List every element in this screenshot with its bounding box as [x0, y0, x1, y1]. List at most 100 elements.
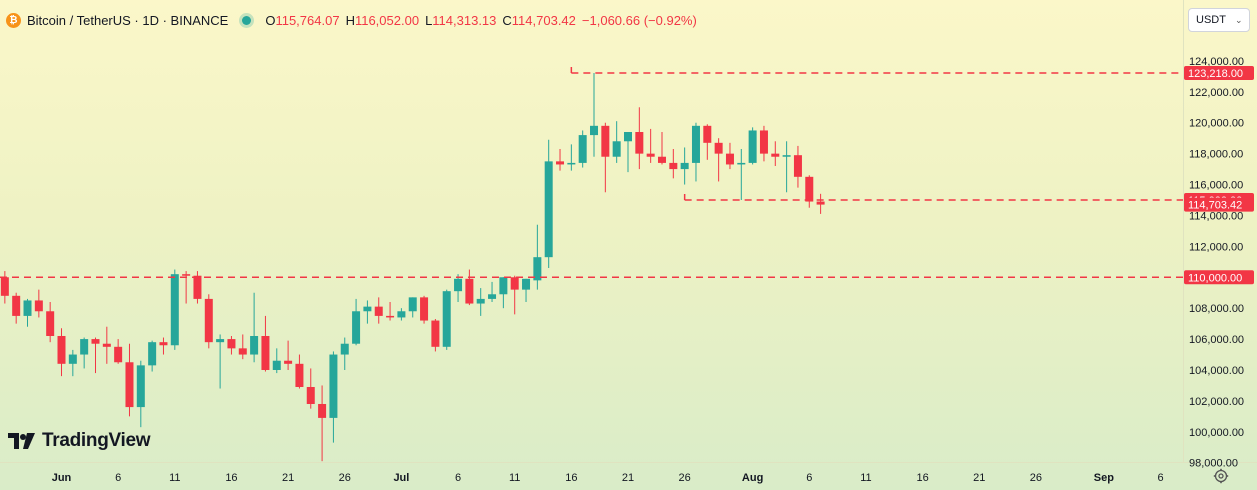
candle-body[interactable]: [465, 278, 474, 304]
candle-body[interactable]: [816, 201, 825, 205]
candle-body[interactable]: [567, 162, 576, 165]
candle-body[interactable]: [544, 161, 553, 258]
candle-body[interactable]: [522, 278, 531, 290]
level-price-label[interactable]: 110,000.00: [1188, 272, 1242, 284]
candle-body[interactable]: [295, 363, 304, 387]
y-tick-label: 108,000.00: [1189, 303, 1244, 315]
candle-body[interactable]: [340, 343, 349, 355]
level-price-label-bg: [1184, 66, 1254, 80]
candle-body[interactable]: [159, 342, 168, 346]
candle-body[interactable]: [590, 125, 599, 136]
candle-body[interactable]: [488, 294, 497, 299]
y-tick-label: 104,000.00: [1189, 365, 1244, 377]
level-price-label[interactable]: 123,218.00: [1188, 68, 1243, 80]
candle-body[interactable]: [759, 130, 768, 154]
candle-body[interactable]: [204, 298, 213, 343]
candle-body[interactable]: [125, 362, 134, 408]
candle-body[interactable]: [12, 295, 21, 316]
candle-body[interactable]: [556, 161, 565, 165]
change-value: −1,060.66 (−0.92%): [581, 12, 697, 28]
candle-body[interactable]: [250, 335, 259, 355]
candle-body[interactable]: [68, 354, 77, 364]
candle-body[interactable]: [114, 346, 123, 363]
candle-body[interactable]: [23, 300, 32, 316]
tradingview-logo-icon: [8, 433, 35, 449]
candle-body[interactable]: [306, 386, 315, 404]
candle-body[interactable]: [216, 339, 225, 343]
x-tick-label: 16: [916, 472, 928, 484]
candle-body[interactable]: [0, 277, 9, 296]
candle-body[interactable]: [737, 162, 746, 165]
candle-body[interactable]: [442, 291, 451, 347]
candle-body[interactable]: [454, 278, 463, 292]
candle-body[interactable]: [771, 153, 780, 157]
candle-body[interactable]: [499, 277, 508, 295]
candle-body[interactable]: [657, 156, 666, 163]
candle-body[interactable]: [782, 155, 791, 157]
candle-body[interactable]: [170, 274, 179, 346]
chevron-down-icon: ⌄: [1234, 14, 1243, 25]
candle-body[interactable]: [148, 342, 157, 366]
x-tick-label: Sep: [1094, 472, 1114, 484]
candle-body[interactable]: [80, 339, 89, 355]
candle-body[interactable]: [476, 298, 485, 304]
candle-body[interactable]: [646, 153, 655, 157]
candle-body[interactable]: [669, 162, 678, 170]
gear-icon[interactable]: [1213, 468, 1229, 484]
x-tick-label: 26: [1030, 472, 1042, 484]
candle-body[interactable]: [420, 297, 429, 321]
candle-body[interactable]: [102, 343, 111, 347]
candle-body[interactable]: [374, 306, 383, 316]
symbol-title[interactable]: Bitcoin / TetherUS · 1D · BINANCE: [27, 12, 229, 28]
candle-body[interactable]: [363, 306, 372, 312]
candle-body[interactable]: [793, 155, 802, 177]
candle-body[interactable]: [34, 300, 43, 312]
candle-body[interactable]: [533, 257, 542, 281]
y-tick-label: 114,000.00: [1189, 210, 1243, 222]
candle-body[interactable]: [624, 132, 632, 142]
market-status-icon[interactable]: [242, 15, 252, 25]
candle-body[interactable]: [397, 311, 406, 318]
candle-body[interactable]: [182, 274, 191, 276]
candle-body[interactable]: [227, 339, 236, 349]
tradingview-logo[interactable]: TradingView: [8, 430, 151, 452]
tradingview-logo-text: TradingView: [42, 430, 151, 451]
candle-body[interactable]: [601, 125, 610, 157]
candle-body[interactable]: [57, 335, 66, 364]
candle-body[interactable]: [703, 125, 712, 143]
candle-body[interactable]: [635, 132, 644, 154]
last-price-label[interactable]: 114,703.42: [1188, 200, 1242, 212]
candle-body[interactable]: [284, 360, 293, 364]
x-tick-label: Jul: [393, 472, 409, 484]
candle-body[interactable]: [193, 275, 202, 299]
open-value: 115,764.07: [275, 12, 340, 28]
candle-body[interactable]: [386, 315, 395, 318]
candle-body[interactable]: [691, 125, 700, 163]
candle-body[interactable]: [46, 311, 55, 336]
candle-body[interactable]: [91, 339, 100, 344]
candle-body[interactable]: [578, 135, 587, 163]
candle-body[interactable]: [318, 403, 327, 418]
candle-body[interactable]: [431, 320, 440, 347]
candle-body[interactable]: [805, 176, 814, 202]
candle-body[interactable]: [352, 311, 361, 344]
candle-body[interactable]: [408, 297, 417, 312]
close-value: 114,703.42: [511, 12, 576, 28]
candle-body[interactable]: [136, 365, 145, 408]
low-label: L: [425, 12, 433, 28]
currency-selector[interactable]: USDT ⌄: [1188, 8, 1250, 32]
candle-body[interactable]: [714, 142, 723, 154]
candle-body[interactable]: [748, 130, 757, 163]
high-value: 116,052.00: [354, 12, 420, 28]
candle-body[interactable]: [238, 348, 247, 355]
candle-body[interactable]: [272, 360, 281, 370]
candle-body[interactable]: [725, 153, 734, 165]
x-tick-label: 16: [565, 472, 577, 484]
candle-body[interactable]: [680, 162, 689, 170]
candle-body[interactable]: [612, 141, 621, 157]
candle-body[interactable]: [261, 335, 270, 370]
candle-body[interactable]: [510, 277, 519, 290]
candle-body[interactable]: [329, 354, 338, 418]
